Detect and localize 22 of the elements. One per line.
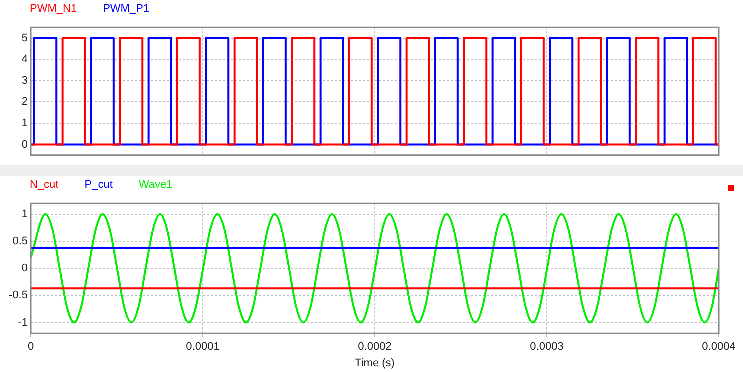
y-tick-label: -0.5 <box>9 290 28 302</box>
y-tick-label: 1 <box>22 117 28 130</box>
x-tick-label: 0.0003 <box>530 341 564 354</box>
x-tick-label: 0.0004 <box>702 341 736 354</box>
line-series <box>31 213 719 324</box>
x-axis-title: Time (s) <box>355 357 395 370</box>
y-tick-label: -1 <box>18 316 28 329</box>
text: PWM_N1 <box>30 3 78 15</box>
x-tick-label: 0.0002 <box>358 341 392 354</box>
y-tick-label: 5 <box>22 32 28 44</box>
text: P_cut <box>84 179 113 191</box>
y-tick-label: 1 <box>22 208 28 220</box>
text: Wave1 <box>138 179 173 191</box>
x-tick-label: 0.0001 <box>186 341 220 354</box>
y-tick-label: 0 <box>22 262 28 275</box>
y-tick-label: 4 <box>22 54 28 66</box>
text: PWM_P1 <box>103 3 150 15</box>
text: N_cut <box>30 179 59 191</box>
y-tick-label: 2 <box>22 96 28 108</box>
y-tick-label: 0 <box>22 138 28 151</box>
y-tick-label: 0.5 <box>12 236 28 248</box>
y-tick-label: 3 <box>22 74 28 87</box>
